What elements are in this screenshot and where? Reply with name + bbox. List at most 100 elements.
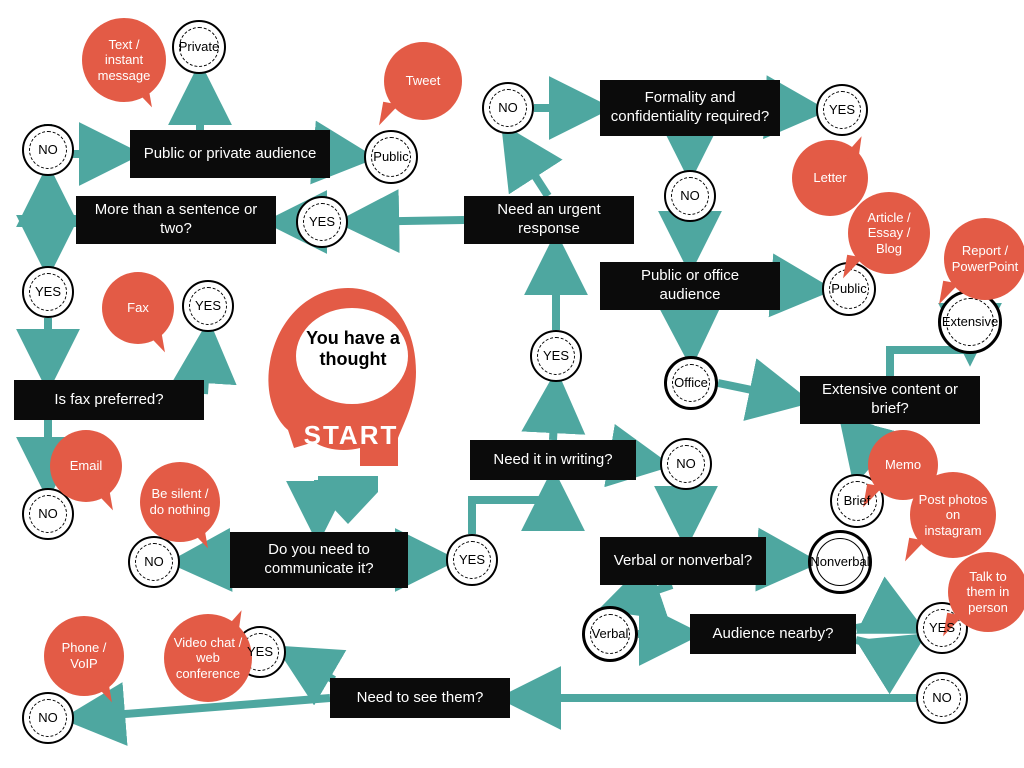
circle-label: Brief [840, 494, 875, 508]
bubble-label: Memo [885, 457, 921, 473]
circle-nearby_no: NO [916, 672, 968, 724]
start-label: START [286, 420, 416, 451]
circle-ms_no: NO [22, 124, 74, 176]
edge [472, 480, 553, 534]
circle-label: NO [676, 189, 704, 203]
circle-formal_yes: YES [816, 84, 868, 136]
bubble-text: Text / instant message [82, 18, 166, 102]
circle-label: Nonverbal [806, 555, 873, 569]
circle-label: Public [827, 282, 870, 296]
circle-label: NO [34, 507, 62, 521]
circle-comm_yes: YES [446, 534, 498, 586]
circle-urgent_no: NO [482, 82, 534, 134]
circle-label: YES [455, 553, 489, 567]
circle-comm_no: NO [128, 536, 180, 588]
bubble-email: Email [50, 430, 122, 502]
box-pubPriv: Public or private audience [130, 130, 330, 178]
box-extBrief: Extensive content or brief? [800, 376, 980, 424]
circle-fax_yes: YES [182, 280, 234, 332]
circle-verbal_v: Verbal [582, 606, 638, 662]
bubble-tail [132, 84, 152, 110]
bubble-tail [92, 679, 112, 705]
circle-verbal_nv: Nonverbal [808, 530, 872, 594]
box-communicate: Do you need to communicate it? [230, 532, 408, 588]
bubble-label: Talk to them in person [954, 569, 1022, 616]
circle-label: YES [31, 285, 65, 299]
edge [856, 640, 916, 650]
box-label: Need to see them? [357, 689, 484, 708]
box-label: Extensive content or brief? [810, 381, 970, 419]
circle-label: YES [825, 103, 859, 117]
bubble-label: Tweet [406, 73, 441, 89]
bubble-letter: Letter [792, 140, 868, 216]
edge [610, 585, 672, 606]
box-nearby: Audience nearby? [690, 614, 856, 654]
bubble-label: Be silent / do nothing [146, 486, 214, 517]
box-writing: Need it in writing? [470, 440, 636, 480]
edge [780, 108, 816, 110]
start-thought-text: You have a thought [298, 328, 408, 370]
circle-label: Public [369, 150, 412, 164]
circle-label: YES [539, 349, 573, 363]
bubble-talk: Talk to them in person [948, 552, 1024, 632]
edge [348, 220, 464, 222]
bubble-label: Text / instant message [88, 37, 160, 84]
circle-label: NO [140, 555, 168, 569]
circle-writing_yes: YES [530, 330, 582, 382]
box-formal: Formality and confidentiality required? [600, 80, 780, 136]
edge [204, 332, 208, 394]
circle-writing_no: NO [660, 438, 712, 490]
circle-pp_private: Private [172, 20, 226, 74]
edge [856, 620, 916, 628]
circle-label: YES [925, 621, 959, 635]
bubble-phone: Phone / VoIP [44, 616, 124, 696]
box-pubOffice: Public or office audience [600, 262, 780, 310]
edge [766, 560, 808, 562]
circle-po_office: Office [664, 356, 718, 410]
bubble-label: Article / Essay / Blog [854, 210, 924, 257]
circle-label: NO [928, 691, 956, 705]
box-label: Do you need to communicate it? [240, 541, 398, 579]
bubble-tail [379, 102, 399, 128]
bubble-tweet: Tweet [384, 42, 462, 120]
edge [718, 383, 800, 400]
edge [553, 382, 556, 440]
circle-label: YES [305, 215, 339, 229]
box-label: Audience nearby? [713, 625, 834, 644]
circle-label: NO [494, 101, 522, 115]
bubble-label: Fax [127, 300, 149, 316]
circle-ms_yes: YES [22, 266, 74, 318]
box-label: Public or private audience [144, 145, 317, 164]
circle-label: Office [670, 376, 712, 390]
circle-label: NO [672, 457, 700, 471]
circle-urgent_yes: YES [296, 196, 348, 248]
bubble-report: Report / PowerPoint [944, 218, 1024, 300]
circle-pp_public: Public [364, 130, 418, 184]
edge [636, 460, 660, 464]
bubble-label: Report / PowerPoint [950, 243, 1020, 274]
box-label: Need it in writing? [493, 451, 612, 470]
box-label: Is fax preferred? [54, 391, 163, 410]
circle-label: Verbal [588, 627, 633, 641]
box-verbal: Verbal or nonverbal? [600, 537, 766, 585]
edge [780, 286, 822, 289]
circle-label: Extensive [938, 315, 1002, 329]
circle-see_no: NO [22, 692, 74, 744]
bubble-tail [842, 134, 861, 160]
circle-label: Private [175, 40, 223, 54]
bubble-label: Post photos on instagram [916, 492, 990, 539]
edge [48, 176, 76, 220]
bubble-label: Phone / VoIP [50, 640, 118, 671]
circle-label: NO [34, 711, 62, 725]
edge [690, 310, 691, 356]
box-moreSent: More than a sentence or two? [76, 196, 276, 244]
bubble-fax: Fax [102, 272, 174, 344]
edge [286, 652, 334, 680]
box-seethem: Need to see them? [330, 678, 510, 718]
bubble-silent: Be silent / do nothing [140, 462, 220, 542]
circle-formal_no: NO [664, 170, 716, 222]
bubble-insta: Post photos on instagram [910, 472, 996, 558]
box-label: Verbal or nonverbal? [614, 552, 752, 571]
edge [508, 134, 548, 196]
box-urgent: Need an urgent response [464, 196, 634, 244]
